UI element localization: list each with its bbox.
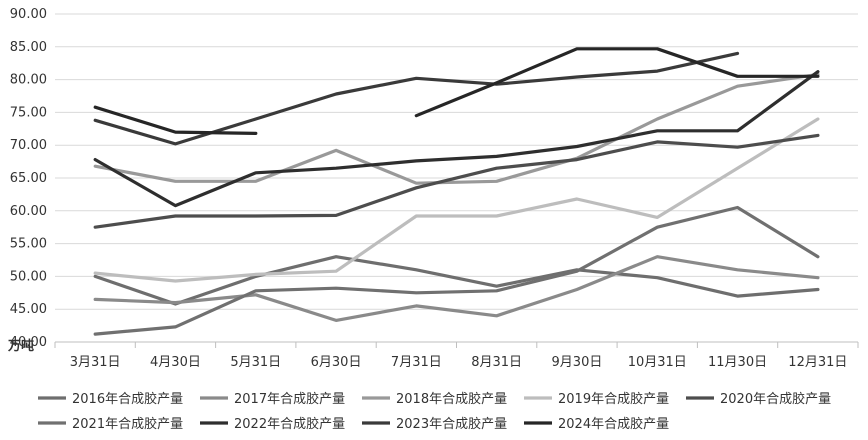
- series-line: [93, 70, 820, 208]
- x-tick-label: 11月30日: [708, 355, 767, 370]
- y-tick-label: 85.00: [10, 40, 47, 55]
- x-tick-label: 5月31日: [230, 355, 281, 370]
- legend: 2016年合成胶产量 2017年合成胶产量 2018年合成胶产量 2019年合成胶产量…: [38, 391, 831, 432]
- legend-label: 2019年合成胶产量: [558, 391, 669, 407]
- x-tick-label: 7月31日: [391, 355, 442, 370]
- y-tick-label: 80.00: [10, 73, 47, 88]
- y-tick-label: 40.00: [10, 335, 47, 350]
- legend-label: 2024年合成胶产量: [558, 416, 669, 432]
- x-tick-label: 10月31日: [628, 355, 687, 370]
- y-tick-label: 70.00: [10, 138, 47, 153]
- series-line: [93, 133, 820, 229]
- series-line: [93, 255, 820, 306]
- x-tick-label: 6月30日: [311, 355, 362, 370]
- series-line: [93, 72, 820, 185]
- legend-label: 2016年合成胶产量: [72, 391, 183, 407]
- legend-label: 2017年合成胶产量: [234, 391, 345, 407]
- series-line: [93, 255, 820, 322]
- y-tick-label: 60.00: [10, 204, 47, 219]
- x-tick-label: 9月30日: [552, 355, 603, 370]
- y-tick-label: 45.00: [10, 302, 47, 317]
- series-line: [93, 51, 740, 146]
- series-line: [93, 117, 820, 283]
- y-tick-label: 65.00: [10, 171, 47, 186]
- x-tick-label: 3月31日: [70, 355, 121, 370]
- legend-label: 2021年合成胶产量: [72, 416, 183, 432]
- y-tick-label: 90.00: [10, 7, 47, 22]
- series-layer: [93, 47, 820, 336]
- x-tick-label: 4月30日: [150, 355, 201, 370]
- y-tick-label: 55.00: [10, 237, 47, 252]
- legend-label: 2018年合成胶产量: [396, 391, 507, 407]
- y-tick-label: 75.00: [10, 105, 47, 120]
- series-line: [93, 205, 820, 336]
- x-tick-label: 8月31日: [471, 355, 522, 370]
- series-line: [93, 47, 820, 135]
- legend-label: 2023年合成胶产量: [396, 416, 507, 432]
- legend-label: 2020年合成胶产量: [720, 391, 831, 407]
- y-axis-unit-label: 万吨: [7, 338, 34, 354]
- y-axis: 40.00 45.00 50.00 55.00 60.00 65.00 70.00 75.00…: [10, 7, 47, 350]
- legend-label: 2022年合成胶产量: [234, 416, 345, 432]
- y-tick-label: 50.00: [10, 269, 47, 284]
- x-tick-label: 12月31日: [788, 355, 847, 370]
- x-axis: 3月31日 4月30日 5月31日 6月30日 7月31日 8月31日 9月30日 10月31…: [54, 342, 859, 370]
